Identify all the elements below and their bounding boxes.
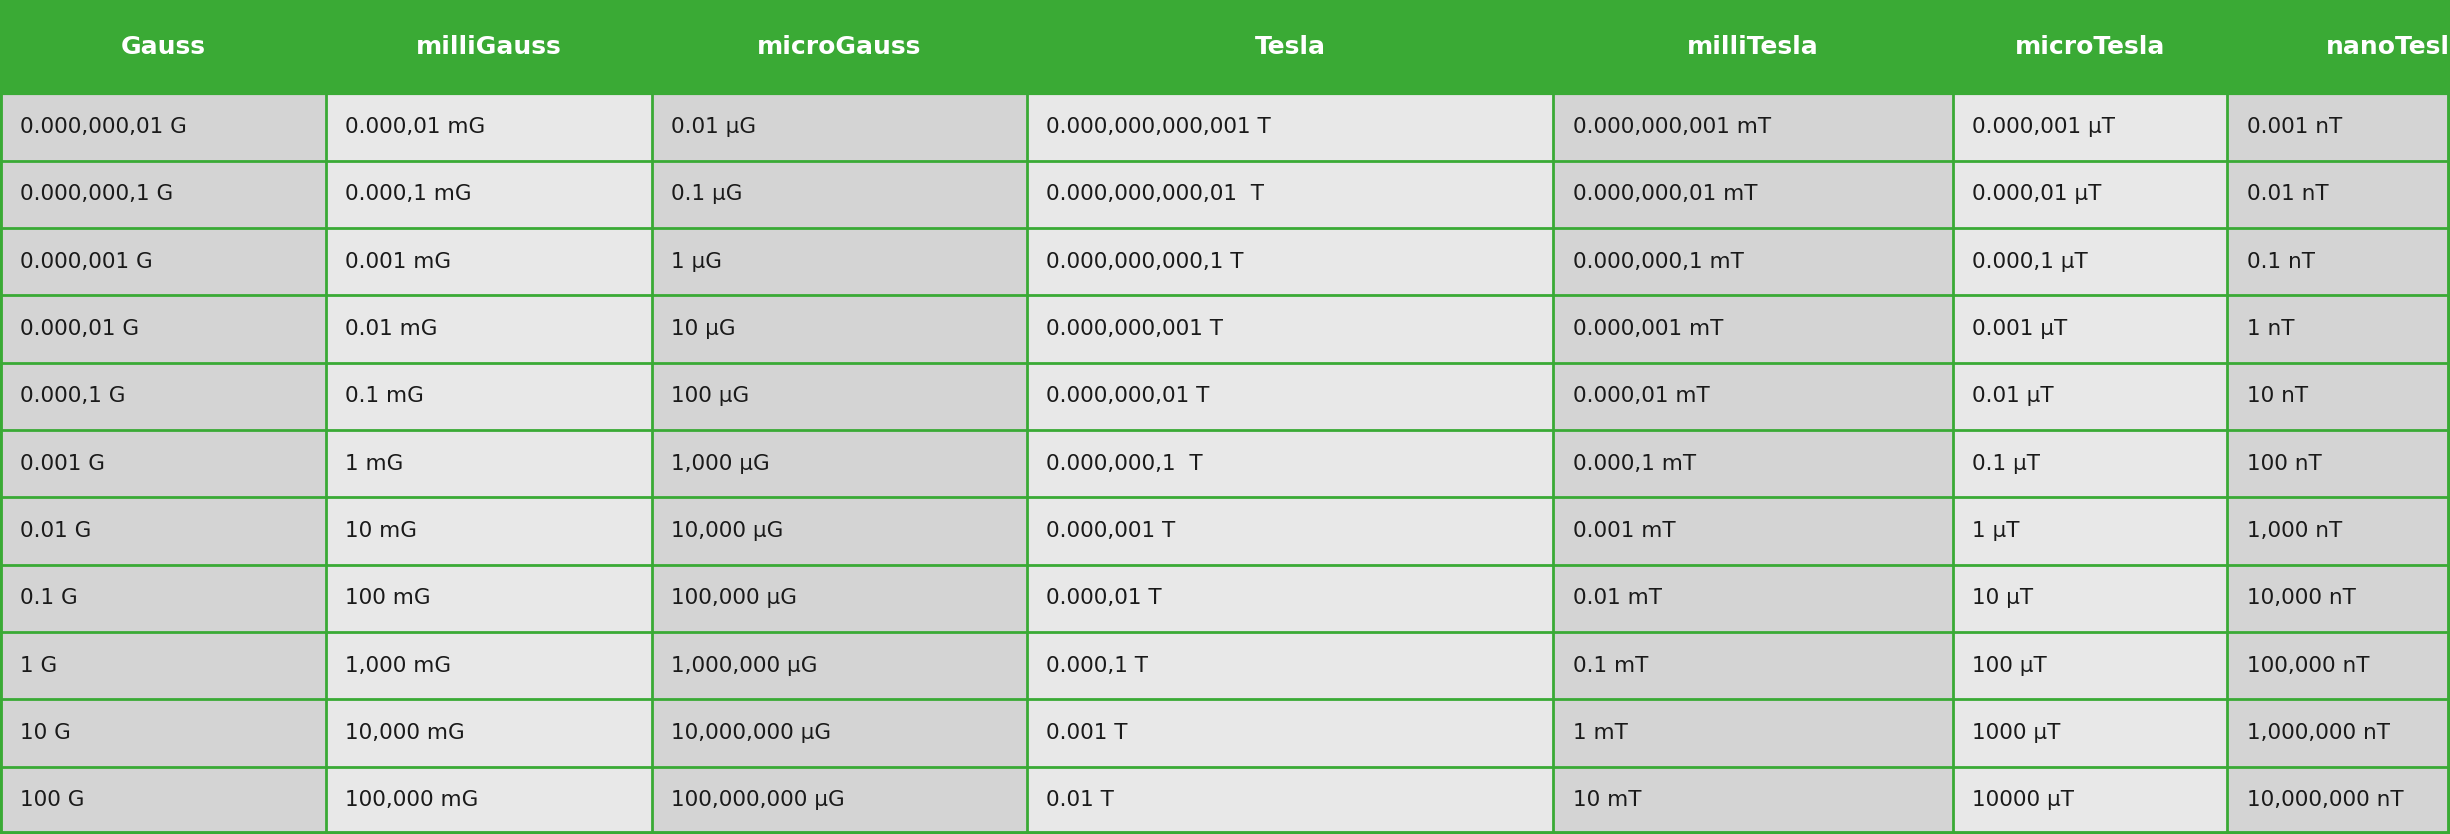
Text: 10 μT: 10 μT [1972,588,2034,608]
Bar [1553,0,1953,93]
Bar [0,0,326,93]
Text: milliGauss: milliGauss [417,35,561,58]
Text: 100 nT: 100 nT [2247,454,2323,474]
Text: 0.000,1 T: 0.000,1 T [1046,656,1149,676]
Text: 1 mG: 1 mG [345,454,404,474]
Text: 1,000,000 μG: 1,000,000 μG [671,656,818,676]
Text: 1,000,000 nT: 1,000,000 nT [2247,723,2389,743]
Text: 1 nT: 1 nT [2247,319,2293,339]
Text: 0.1 μT: 0.1 μT [1972,454,2041,474]
Bar [652,93,1027,834]
Text: 10 mG: 10 mG [345,521,417,541]
Text: 1 μT: 1 μT [1972,521,2019,541]
Text: milliTesla: milliTesla [1688,35,1818,58]
Text: 0.1 mT: 0.1 mT [1573,656,1649,676]
Text: 0.01 G: 0.01 G [20,521,91,541]
Text: 0.000,000,01 mT: 0.000,000,01 mT [1573,184,1757,204]
Text: 0.01 mT: 0.01 mT [1573,588,1661,608]
Text: 0.01 μT: 0.01 μT [1972,386,2053,406]
Text: 0.000,000,01 T: 0.000,000,01 T [1046,386,1210,406]
Text: 0.000,01 mG: 0.000,01 mG [345,117,485,137]
Text: 0.1 mG: 0.1 mG [345,386,424,406]
Text: 100,000 nT: 100,000 nT [2247,656,2369,676]
Text: 10,000,000 nT: 10,000,000 nT [2247,791,2403,811]
Text: 10 nT: 10 nT [2247,386,2308,406]
Bar [1027,0,1553,93]
Text: 0.000,01 μT: 0.000,01 μT [1972,184,2102,204]
Text: 0.000,000,1  T: 0.000,000,1 T [1046,454,1203,474]
Bar [326,0,652,93]
Text: 0.000,01 T: 0.000,01 T [1046,588,1161,608]
Text: 0.001 T: 0.001 T [1046,723,1127,743]
Text: 1 μG: 1 μG [671,252,723,272]
Text: 10,000 μG: 10,000 μG [671,521,784,541]
Text: 0.000,001 T: 0.000,001 T [1046,521,1176,541]
Text: 0.000,000,001 mT: 0.000,000,001 mT [1573,117,1771,137]
Bar [1953,93,2227,834]
Text: 1 mT: 1 mT [1573,723,1627,743]
Bar [1553,93,1953,834]
Text: Gauss: Gauss [120,35,206,58]
Text: 100 μT: 100 μT [1972,656,2048,676]
Text: 0.1 μG: 0.1 μG [671,184,742,204]
Bar [0,93,326,834]
Text: 10,000 mG: 10,000 mG [345,723,466,743]
Text: 100 μG: 100 μG [671,386,750,406]
Text: 100,000 μG: 100,000 μG [671,588,796,608]
Text: 1,000 mG: 1,000 mG [345,656,451,676]
Text: 0.000,1 μT: 0.000,1 μT [1972,252,2087,272]
Text: nanoTesla: nanoTesla [2325,35,2450,58]
Text: 0.000,1 mG: 0.000,1 mG [345,184,473,204]
Bar [652,0,1027,93]
Text: 0.000,01 mT: 0.000,01 mT [1573,386,1710,406]
Text: 0.000,000,1 G: 0.000,000,1 G [20,184,172,204]
Text: 10 G: 10 G [20,723,71,743]
Text: 0.000,001 μT: 0.000,001 μT [1972,117,2114,137]
Text: 0.000,000,01 G: 0.000,000,01 G [20,117,186,137]
Text: 0.000,1 G: 0.000,1 G [20,386,125,406]
Text: 0.000,001 mT: 0.000,001 mT [1573,319,1722,339]
Text: 100,000 mG: 100,000 mG [345,791,478,811]
Text: 10 μG: 10 μG [671,319,735,339]
Text: 10000 μT: 10000 μT [1972,791,2075,811]
Text: 10,000 nT: 10,000 nT [2247,588,2354,608]
Text: 0.1 nT: 0.1 nT [2247,252,2315,272]
Text: 0.001 mT: 0.001 mT [1573,521,1676,541]
Text: 10,000,000 μG: 10,000,000 μG [671,723,831,743]
Text: 0.01 μG: 0.01 μG [671,117,757,137]
Text: 0.001 mG: 0.001 mG [345,252,451,272]
Text: 0.1 G: 0.1 G [20,588,78,608]
Text: 0.01 mG: 0.01 mG [345,319,439,339]
Text: 0.000,000,001 T: 0.000,000,001 T [1046,319,1223,339]
Text: 1000 μT: 1000 μT [1972,723,2060,743]
Text: Tesla: Tesla [1254,35,1325,58]
Text: 0.000,000,000,1 T: 0.000,000,000,1 T [1046,252,1245,272]
Text: 0.01 T: 0.01 T [1046,791,1115,811]
Text: 0.001 G: 0.001 G [20,454,105,474]
Text: 0.000,01 G: 0.000,01 G [20,319,140,339]
Bar [1027,93,1553,834]
Text: 0.000,1 mT: 0.000,1 mT [1573,454,1695,474]
Text: 0.000,000,000,001 T: 0.000,000,000,001 T [1046,117,1272,137]
Text: 0.001 μT: 0.001 μT [1972,319,2068,339]
Text: microGauss: microGauss [757,35,921,58]
Bar [326,93,652,834]
Text: 0.01 nT: 0.01 nT [2247,184,2328,204]
Bar [2227,93,2450,834]
Text: 1,000 μG: 1,000 μG [671,454,769,474]
Text: 0.001 nT: 0.001 nT [2247,117,2342,137]
Bar [1953,0,2227,93]
Bar [2227,0,2450,93]
Text: 0.000,000,000,01  T: 0.000,000,000,01 T [1046,184,1264,204]
Text: 1,000 nT: 1,000 nT [2247,521,2342,541]
Text: 100 mG: 100 mG [345,588,431,608]
Text: 100 G: 100 G [20,791,83,811]
Text: 1 G: 1 G [20,656,56,676]
Text: 100,000,000 μG: 100,000,000 μG [671,791,845,811]
Text: 0.000,001 G: 0.000,001 G [20,252,152,272]
Text: microTesla: microTesla [2014,35,2166,58]
Text: 0.000,000,1 mT: 0.000,000,1 mT [1573,252,1744,272]
Text: 10 mT: 10 mT [1573,791,1642,811]
